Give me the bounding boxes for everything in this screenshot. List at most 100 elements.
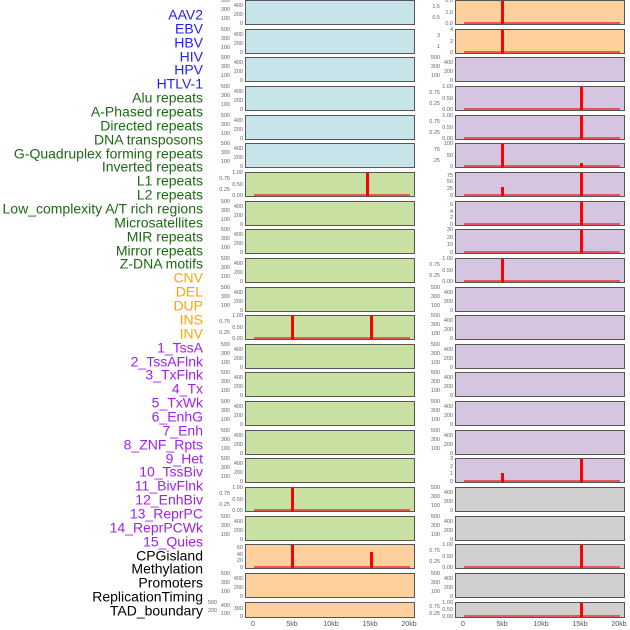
y-tick-label: 0: [449, 365, 453, 371]
y-tick-label: 100: [220, 589, 230, 596]
y-tick-label: 500: [430, 485, 440, 491]
y-tick-label: 400: [443, 489, 453, 496]
y-tick-label: 1.00: [442, 256, 453, 262]
y-tick-label: 100: [220, 303, 230, 310]
y-tick-label: 0: [449, 308, 453, 314]
y-tick-label: 300: [220, 64, 230, 71]
y-tick-label: 400: [233, 460, 243, 467]
y-tick-label: 200: [443, 412, 453, 419]
y-tick-label: 0.00: [442, 136, 453, 142]
y-tick-label: 400: [443, 432, 453, 439]
track-label: L1 repeats: [136, 172, 203, 189]
y-tick-label: 200: [443, 498, 453, 505]
track-label: 2_TssAFlnk: [130, 353, 203, 369]
track-panel: [245, 86, 415, 111]
track-panel: [455, 487, 625, 512]
y-tick-label: 400: [233, 374, 243, 381]
y-tick-label: 0: [449, 422, 453, 428]
y-tick-label: 0: [449, 479, 453, 485]
y-tick-label: 100: [220, 532, 230, 539]
track-panel: [455, 115, 625, 140]
y-tick-label: 500: [430, 428, 440, 434]
track-panel: [245, 344, 415, 369]
y-tick-label: 0.25: [219, 502, 230, 509]
track-panel: [455, 229, 625, 254]
y-tick-label: 200: [233, 212, 243, 219]
y-tick-label: 0.25: [219, 187, 230, 194]
x-tick-label: 5kb: [286, 621, 298, 628]
y-tick-label: 0: [449, 164, 453, 170]
y-tick-label: 300: [220, 379, 230, 386]
y-tick-label: 400: [233, 346, 243, 353]
y-tick-label: 0.5: [432, 15, 440, 22]
y-tick-label: 200: [233, 298, 243, 305]
y-tick-label: 0.50: [232, 324, 243, 331]
y-tick-label: 0: [449, 78, 453, 84]
y-tick-label: 1.00: [232, 313, 243, 319]
y-tick-label: 100: [220, 417, 230, 424]
track-panel: [245, 287, 415, 312]
y-tick-label: 500: [220, 285, 230, 291]
track-panel: [245, 172, 415, 197]
track-label: HTLV-1: [156, 75, 203, 92]
y-tick-label: 200: [233, 383, 243, 390]
y-tick-label: 300: [220, 36, 230, 43]
y-tick-label: 100: [220, 131, 230, 138]
track-panel: [455, 544, 625, 569]
signal-bar: [579, 87, 583, 110]
y-tick-label: 100: [220, 360, 230, 367]
y-tick-label: 100: [430, 388, 440, 395]
track-panel: [455, 258, 625, 283]
y-tick-label: 3: [436, 32, 440, 39]
track-label: 12_EnhBiv: [135, 491, 203, 508]
track-panel: [245, 430, 415, 455]
y-tick-label: 100: [430, 360, 440, 367]
y-tick-label: 0: [239, 164, 243, 170]
y-tick-label: 200: [207, 608, 217, 615]
y-tick-label: 200: [233, 126, 243, 133]
track-panel: [455, 573, 625, 598]
y-tick-label: 200: [443, 326, 453, 333]
y-tick-label: 300: [430, 351, 440, 358]
track-label: Mirror repeats: [115, 242, 203, 259]
y-tick-label: 1.0: [445, 9, 453, 16]
y-tick-label: 500: [430, 285, 440, 291]
y-tick-label: 500: [220, 141, 230, 147]
signal-bar: [500, 187, 504, 196]
y-tick-label: 1: [436, 44, 440, 51]
track-label: 9_Het: [165, 450, 203, 467]
y-tick-label: 500: [430, 55, 440, 61]
track-label: CNV: [173, 269, 203, 286]
y-tick-label: 200: [233, 441, 243, 448]
y-tick-label: 200: [233, 584, 243, 591]
y-tick-label: 3: [449, 456, 453, 462]
y-tick-label: 1.00: [232, 170, 243, 176]
track-panel: [455, 172, 625, 197]
y-tick-label: 100: [430, 503, 440, 510]
track-panel: [455, 516, 625, 541]
y-tick-label: 0.75: [219, 490, 230, 497]
track-label: INV: [179, 325, 203, 342]
track-panel: [245, 401, 415, 426]
x-tick-label: 20kb: [401, 621, 417, 628]
y-tick-label: 300: [430, 580, 440, 587]
y-tick-label: 200: [233, 269, 243, 276]
y-tick-label: 0: [239, 614, 243, 620]
y-tick-label: 500: [220, 113, 230, 119]
y-tick-label: 100: [220, 45, 230, 52]
y-tick-label: 0.50: [442, 553, 453, 560]
y-tick-label: 200: [443, 68, 453, 75]
track-panel: [245, 516, 415, 541]
y-tick-label: 300: [430, 379, 440, 386]
y-tick-label: 300: [220, 294, 230, 301]
y-tick-label: 2: [449, 463, 453, 470]
y-tick-label: 400: [443, 518, 453, 525]
y-tick-label: 0: [449, 250, 453, 256]
y-tick-label: 400: [443, 374, 453, 381]
y-tick-label: 0: [239, 451, 243, 457]
y-tick-label: 500: [220, 428, 230, 434]
y-tick-label: 0: [239, 365, 243, 371]
track-label: DUP: [173, 297, 203, 314]
y-tick-label: 200: [443, 584, 453, 591]
y-tick-label: 300: [220, 408, 230, 415]
